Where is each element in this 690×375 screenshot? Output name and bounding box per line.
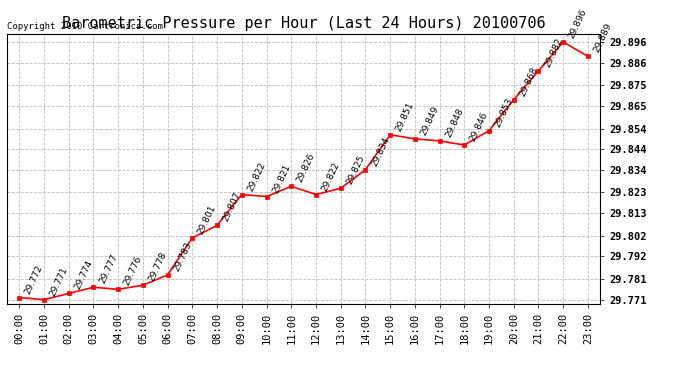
Text: 29.821: 29.821 — [270, 162, 292, 194]
Title: Barometric Pressure per Hour (Last 24 Hours) 20100706: Barometric Pressure per Hour (Last 24 Ho… — [62, 16, 545, 31]
Text: 29.853: 29.853 — [493, 96, 515, 129]
Text: 29.846: 29.846 — [469, 111, 490, 143]
Text: 29.868: 29.868 — [518, 65, 540, 98]
Text: 29.801: 29.801 — [197, 203, 218, 236]
Text: 29.889: 29.889 — [592, 22, 613, 54]
Text: 29.848: 29.848 — [444, 106, 465, 139]
Text: 29.834: 29.834 — [370, 135, 391, 168]
Text: 29.826: 29.826 — [295, 152, 317, 184]
Text: 29.849: 29.849 — [419, 105, 440, 137]
Text: 29.778: 29.778 — [147, 251, 168, 283]
Text: 29.822: 29.822 — [246, 160, 267, 192]
Text: 29.771: 29.771 — [48, 265, 70, 297]
Text: 29.777: 29.777 — [97, 253, 119, 285]
Text: 29.822: 29.822 — [320, 160, 342, 192]
Text: 29.774: 29.774 — [73, 259, 95, 291]
Text: 29.772: 29.772 — [23, 263, 45, 296]
Text: 29.807: 29.807 — [221, 191, 243, 223]
Text: 29.776: 29.776 — [122, 255, 144, 287]
Text: 29.851: 29.851 — [394, 100, 416, 133]
Text: Copyright 2010 Cartronics.com: Copyright 2010 Cartronics.com — [7, 22, 163, 31]
Text: 29.783: 29.783 — [172, 240, 193, 273]
Text: 29.825: 29.825 — [345, 154, 366, 186]
Text: 29.882: 29.882 — [542, 36, 564, 69]
Text: 29.896: 29.896 — [567, 8, 589, 40]
